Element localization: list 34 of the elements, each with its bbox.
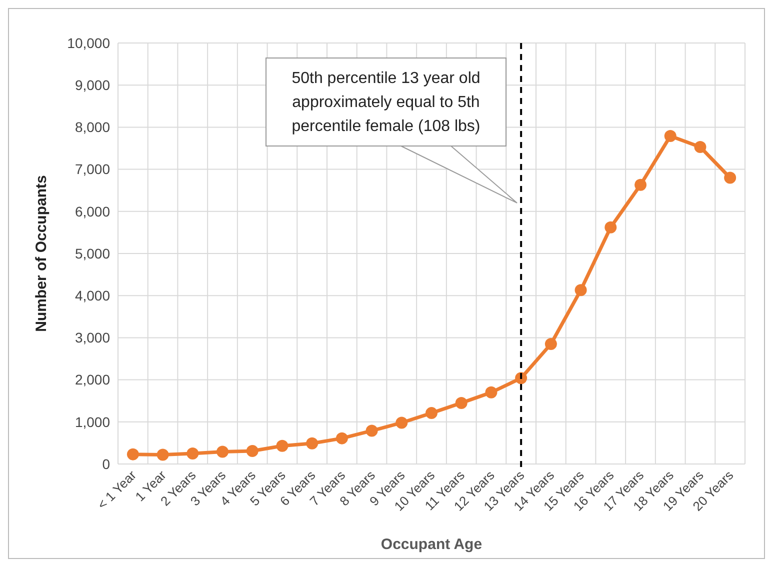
y-tick-label: 6,000 [74,203,110,220]
point [574,284,587,296]
y-tick-label: 8,000 [74,119,110,136]
y-tick-label: 3,000 [74,330,110,346]
y-tick-label: 0 [102,456,110,472]
point [664,130,676,142]
point [485,386,498,398]
point [396,416,408,429]
point [276,440,288,452]
point [604,221,617,234]
x-axis-title: Occupant Age [380,536,482,553]
point [126,448,139,460]
point [246,444,258,457]
y-tick-label: 9,000 [74,77,110,93]
point [544,338,557,350]
y-tick-label: 5,000 [74,245,110,262]
point [634,178,646,191]
y-tick-label: 2,000 [74,372,110,388]
y-tick-label: 7,000 [74,161,110,178]
y-tick-label: 10,000 [67,34,110,51]
point [336,432,348,444]
point [426,407,438,420]
point [724,172,736,184]
point [216,446,228,458]
ref-line-label: 50th percentile 13 year old approximately equal to 5th percentile female (108 lbs) [292,70,480,135]
point [366,424,378,437]
point [156,448,169,461]
point [306,437,318,450]
point [694,140,706,153]
y-axis-title: Number of Occupants [33,175,50,332]
point [186,447,199,460]
y-tick-label: 4,000 [74,288,110,304]
point [455,396,468,409]
y-tick-label: 1,000 [74,414,110,430]
